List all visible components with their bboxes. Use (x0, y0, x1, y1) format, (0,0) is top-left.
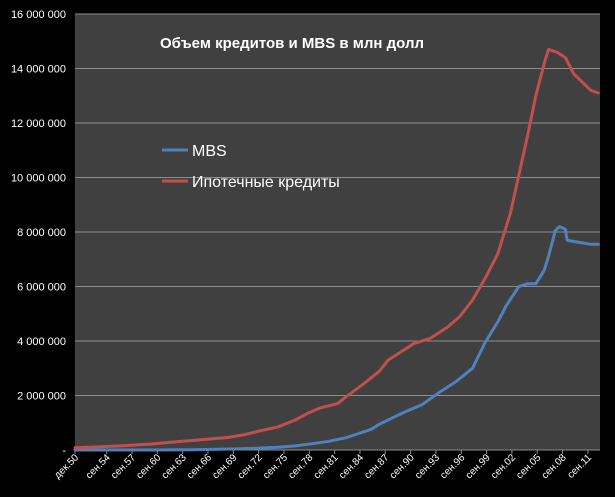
x-tick-label: дек.50 (52, 452, 81, 481)
legend-label-mbs: MBS (192, 143, 227, 160)
x-tick-label: сен.72 (236, 452, 265, 481)
y-tick-label: 4 000 000 (17, 336, 66, 348)
y-tick-label: 6 000 000 (17, 282, 66, 294)
x-tick-label: сен.78 (286, 452, 315, 481)
x-tick-label: сен.57 (109, 452, 138, 481)
x-tick-label: сен.87 (362, 452, 391, 481)
x-tick-label: сен.05 (514, 452, 543, 481)
x-tick-label: сен.75 (261, 452, 290, 481)
x-tick-label: сен.11 (566, 452, 595, 481)
chart-title: Объем кредитов и MBS в млн долл (160, 35, 424, 52)
y-tick-label: 14 000 000 (11, 64, 66, 76)
x-tick-label: сен.54 (84, 452, 113, 481)
series-lines (73, 47, 600, 452)
y-tick-label: 16 000 000 (11, 9, 66, 21)
y-tick-label: - (62, 445, 66, 457)
x-tick-label: сен.84 (337, 452, 366, 481)
x-tick-label: сен.02 (489, 452, 518, 481)
x-tick-label: сен.93 (413, 452, 442, 481)
x-tick-label: сен.63 (160, 452, 189, 481)
x-tick-label: сен.69 (210, 452, 239, 481)
x-tick-label: сен.90 (388, 452, 417, 481)
legend-label-mortgage: Ипотечные кредиты (192, 174, 340, 191)
series-line-mortgage (73, 47, 600, 450)
y-tick-label: 10 000 000 (11, 173, 66, 185)
y-tick-label: 12 000 000 (11, 118, 66, 130)
x-tick-label: сен.96 (438, 452, 467, 481)
y-axis-ticks: - 2 000 000 4 000 000 6 000 000 8 000 000 10 … (11, 9, 66, 457)
grid-lines (75, 13, 600, 396)
y-tick-label: 8 000 000 (17, 227, 66, 239)
legend: MBS Ипотечные кредиты (162, 143, 340, 191)
x-tick-label: сен.66 (185, 452, 214, 481)
y-tick-label: 2 000 000 (17, 391, 66, 403)
x-tick-label: сен.60 (134, 452, 163, 481)
x-tick-label: сен.99 (464, 452, 493, 481)
x-tick-label: сен.81 (312, 452, 341, 481)
x-tick-label: сен.08 (540, 452, 569, 481)
series-line-mbs (73, 225, 600, 452)
x-axis-ticks: дек.50 сен.54сен.57сен.60сен.63сен.66сен.… (52, 450, 594, 481)
